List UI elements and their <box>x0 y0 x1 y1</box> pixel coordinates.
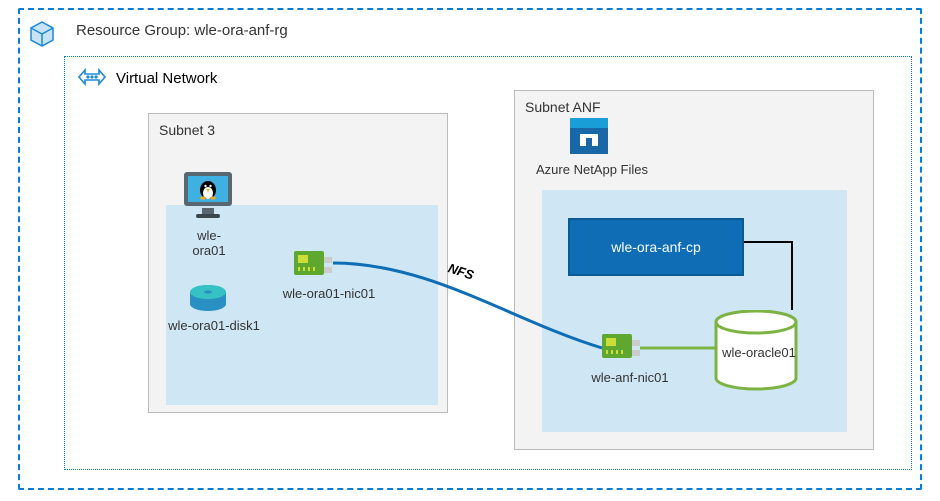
nic-icon <box>600 330 642 369</box>
nic2-label: wle-anf-nic01 <box>580 370 680 385</box>
capacity-pool-box: wle-ora-anf-cp <box>568 218 744 276</box>
database-label: wle-oracle01 <box>722 345 796 360</box>
capacity-pool-label: wle-ora-anf-cp <box>611 239 700 255</box>
linux-vm-icon <box>180 168 236 229</box>
anf-service-icon <box>564 116 614 163</box>
vnet-icon <box>76 66 108 93</box>
vm-label: wle-ora01 <box>182 228 236 258</box>
disk-label: wle-ora01-disk1 <box>164 318 264 333</box>
subnet-anf-title: Subnet ANF <box>525 99 863 115</box>
resource-group-title: Resource Group: wle-ora-anf-rg <box>76 22 288 39</box>
anf-service-label: Azure NetApp Files <box>534 162 650 177</box>
disk-icon <box>186 282 230 321</box>
nic-icon <box>292 247 334 286</box>
nic1-label: wle-ora01-nic01 <box>274 286 384 301</box>
vnet-title: Virtual Network <box>116 70 217 87</box>
diagram-canvas: Resource Group: wle-ora-anf-rg Virtual N… <box>0 0 940 501</box>
subnet3-title: Subnet 3 <box>159 122 437 138</box>
box-icon <box>28 20 56 53</box>
